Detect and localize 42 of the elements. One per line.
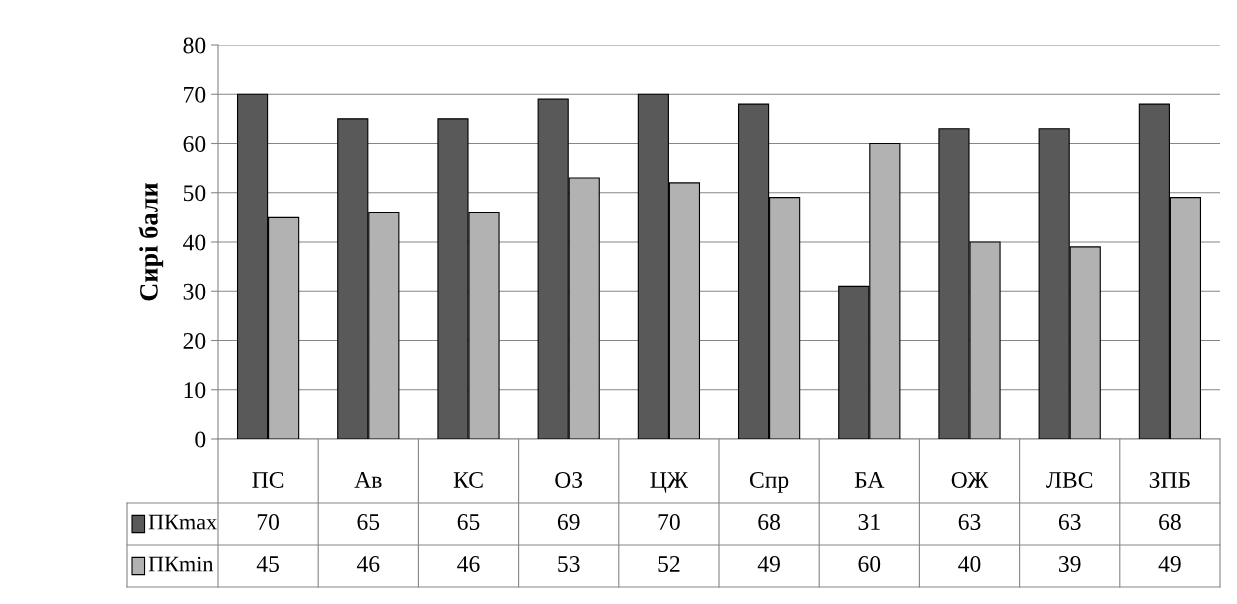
data-label: 68 [758, 513, 781, 530]
data-label: 65 [457, 514, 480, 530]
data-label: 70 [257, 513, 280, 530]
x-tick-label: КС [453, 472, 483, 488]
legend-label: ПКmin [148, 556, 214, 572]
data-label: 68 [1159, 513, 1181, 530]
y-tick-label: 50 [183, 185, 206, 202]
y-tick-label: 20 [183, 332, 206, 349]
y-tick-label: 80 [183, 37, 206, 54]
legend-label: ПКmax [148, 514, 217, 530]
data-label: 65 [357, 514, 380, 530]
data-label: 63 [958, 514, 981, 530]
data-label: 53 [558, 556, 580, 572]
data-label: 45 [256, 556, 279, 572]
x-tick-label: Ав [354, 472, 382, 488]
data-label: 49 [1158, 556, 1181, 572]
x-tick-label: ПС [252, 472, 284, 488]
y-tick-label: 40 [183, 234, 206, 251]
data-label: 46 [356, 556, 380, 572]
x-tick-label: ЦЖ [650, 472, 688, 493]
data-label: 40 [958, 555, 981, 572]
x-tick-label: Спр [749, 472, 789, 493]
y-tick-label: 60 [183, 135, 206, 152]
x-tick-label: ОЗ [555, 472, 583, 488]
x-tick-label: ЗПБ [1149, 472, 1190, 488]
data-label: 69 [557, 514, 580, 530]
data-label: 46 [457, 556, 480, 572]
data-label: 52 [658, 556, 680, 572]
data-label: 39 [1059, 556, 1081, 572]
x-tick-label: ОЖ [951, 472, 989, 488]
data-label: 70 [658, 513, 680, 530]
y-tick-label: 10 [184, 382, 206, 399]
data-label: 49 [757, 556, 780, 572]
y-axis-title: Сирі бали [138, 182, 164, 301]
data-label: 60 [858, 555, 881, 572]
y-tick-label: 30 [183, 283, 206, 300]
x-tick-label: БА [854, 472, 885, 488]
data-label: 31 [858, 514, 880, 530]
y-tick-label: 0 [195, 431, 206, 448]
x-tick-label: ЛВС [1046, 472, 1093, 488]
data-label: 63 [1058, 514, 1081, 530]
y-tick-label: 70 [184, 86, 206, 103]
